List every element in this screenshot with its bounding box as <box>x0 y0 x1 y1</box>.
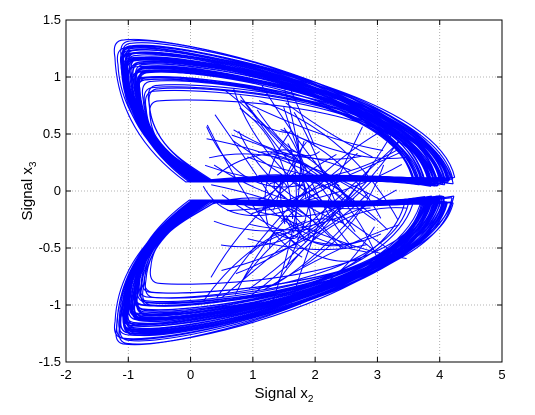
trajectory-core-stroke <box>273 176 288 199</box>
trajectory-core-stroke <box>272 153 391 206</box>
trajectory-core-stroke <box>290 126 363 304</box>
trajectory-loop-lower <box>144 199 435 299</box>
trajectory-core-stroke <box>284 89 307 203</box>
trajectory-core-stroke <box>214 114 295 234</box>
data-layer <box>113 38 456 346</box>
y-axis-label: Signal x3 <box>19 161 39 220</box>
trajectory-loop-lower <box>149 198 429 285</box>
x-axis-label-main: Signal x <box>255 385 309 402</box>
trajectory-core-stroke <box>270 221 299 240</box>
trajectory-core-stroke <box>203 220 307 302</box>
trajectory-core-stroke <box>248 170 370 290</box>
trajectory-core-stroke <box>272 163 302 302</box>
x-tick-label: 3 <box>374 367 381 382</box>
trajectory-core-stroke <box>267 205 363 288</box>
trajectory-core-stroke <box>269 179 350 205</box>
trajectory-core-stroke <box>251 226 375 306</box>
x-tick-label: -1 <box>123 367 135 382</box>
trajectory-core-stroke <box>221 194 363 245</box>
trajectory-core-stroke <box>285 102 373 158</box>
trajectory-loop-upper <box>149 99 439 186</box>
trajectory-core-stroke <box>243 181 339 211</box>
trajectory-core-stroke <box>239 95 318 176</box>
trajectory-core-stroke <box>286 80 316 147</box>
trajectory-core-stroke <box>261 172 296 211</box>
trajectory-core-stroke <box>235 176 377 275</box>
trajectory-core-stroke <box>233 88 300 186</box>
trajectory-core-stroke <box>302 175 377 257</box>
trajectory-core-stroke <box>212 197 318 225</box>
trajectory-core-stroke <box>233 129 362 160</box>
trajectory-core-stroke <box>283 127 305 191</box>
ticks: -2 -1 0 1 2 3 4 5 -1.5 -1 -0.5 0 0.5 1 1.5 <box>39 12 506 382</box>
trajectory-core-stroke <box>270 149 348 198</box>
x-tick-label: 2 <box>312 367 319 382</box>
trajectory-core-stroke <box>240 99 384 151</box>
trajectory-core-stroke <box>280 129 382 219</box>
trajectory-core-stroke <box>206 126 304 188</box>
trajectory-core-stroke <box>283 106 354 249</box>
y-tick-label: 1 <box>54 69 61 84</box>
trajectory-core-stroke <box>238 130 345 225</box>
y-tick-label: 1.5 <box>43 12 61 27</box>
trajectory-core-stroke <box>281 152 358 205</box>
trajectory-core-stroke <box>256 197 355 218</box>
trajectory-core-stroke <box>282 217 407 259</box>
trajectory-core-stroke <box>258 100 399 221</box>
x-axis-label-subscript: 2 <box>308 394 314 405</box>
trajectory-core-stroke <box>256 109 320 157</box>
x-tick-label: 0 <box>187 367 194 382</box>
trajectory-core-stroke <box>299 137 406 159</box>
trajectory-core-stroke <box>206 138 388 231</box>
trajectory-core-stroke <box>227 163 403 212</box>
trajectory-core-stroke <box>258 151 356 205</box>
trajectory-core-stroke <box>221 193 369 271</box>
trajectory-core-stroke <box>221 140 401 299</box>
trajectory-core-stroke <box>264 129 292 225</box>
x-tick-label: 4 <box>436 367 443 382</box>
x-tick-label: 1 <box>249 367 256 382</box>
trajectory-core-stroke <box>204 148 399 181</box>
trajectory-core-stroke <box>243 101 376 252</box>
trajectory-core-stroke <box>265 204 367 253</box>
x-tick-label: -2 <box>60 367 72 382</box>
y-tick-label: -0.5 <box>39 240 61 255</box>
x-tick-label: 5 <box>498 367 505 382</box>
trajectory-core-stroke <box>263 224 400 291</box>
trajectory-core-stroke <box>287 143 297 230</box>
y-tick-label: 0 <box>54 183 61 198</box>
trajectory-core-stroke <box>302 164 385 268</box>
trajectory-core-stroke <box>208 153 369 200</box>
y-tick-label: 0.5 <box>43 126 61 141</box>
trajectory-core-stroke <box>248 133 393 298</box>
trajectory-core-stroke <box>274 207 407 286</box>
y-axis-label-subscript: 3 <box>28 161 39 167</box>
x-axis-label: Signal x2 <box>255 385 314 405</box>
trajectory-core-stroke <box>285 97 409 149</box>
y-tick-label: -1.5 <box>39 354 61 369</box>
trajectory-core-stroke <box>206 124 303 258</box>
trajectory-core-stroke <box>249 223 300 232</box>
y-axis-label-main: Signal x <box>19 167 36 221</box>
y-tick-label: -1 <box>49 297 61 312</box>
trajectory-core-stroke <box>231 134 340 187</box>
